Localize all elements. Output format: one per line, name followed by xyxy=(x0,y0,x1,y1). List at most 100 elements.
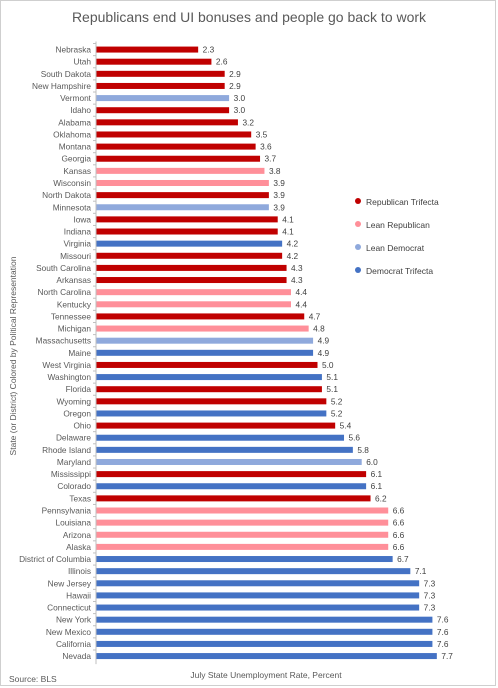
value-label-texas: 6.2 xyxy=(375,493,387,503)
category-label-tennessee: Tennessee xyxy=(51,311,92,321)
bar-texas xyxy=(96,495,371,502)
category-label-oregon: Oregon xyxy=(63,408,91,418)
category-label-alabama: Alabama xyxy=(58,117,91,127)
category-label-indiana: Indiana xyxy=(64,227,92,237)
value-label-massachusetts: 4.9 xyxy=(318,336,330,346)
value-label-vermont: 3.0 xyxy=(234,93,246,103)
category-label-missouri: Missouri xyxy=(60,251,91,261)
bar-alabama xyxy=(96,119,238,126)
bar-massachusetts xyxy=(96,337,314,344)
category-label-colorado: Colorado xyxy=(57,481,91,491)
bar-illinois xyxy=(96,568,411,575)
category-label-massachusetts: Massachusetts xyxy=(36,336,91,346)
category-label-california: California xyxy=(56,639,91,649)
bar-west-virginia xyxy=(96,361,318,368)
bar-colorado xyxy=(96,483,367,490)
category-label-nevada: Nevada xyxy=(62,651,91,661)
legend-label-republican-trifecta: Republican Trifecta xyxy=(366,197,439,207)
bar-oregon xyxy=(96,410,327,417)
category-label-michigan: Michigan xyxy=(58,324,92,334)
value-label-alabama: 3.2 xyxy=(242,117,254,127)
bar-kansas xyxy=(96,167,265,174)
bar-mississippi xyxy=(96,471,367,478)
value-label-michigan: 4.8 xyxy=(313,324,325,334)
bar-tennessee xyxy=(96,313,305,320)
category-label-georgia: Georgia xyxy=(61,154,91,164)
category-label-new-hampshire: New Hampshire xyxy=(32,81,91,91)
category-label-north-carolina: North Carolina xyxy=(38,287,92,297)
value-label-missouri: 4.2 xyxy=(287,251,299,261)
value-label-hawaii: 7.3 xyxy=(424,590,436,600)
category-label-new-jersey: New Jersey xyxy=(48,578,92,588)
bar-arizona xyxy=(96,531,389,538)
bar-south-dakota xyxy=(96,70,225,77)
category-label-iowa: Iowa xyxy=(73,214,91,224)
value-label-new-york: 7.6 xyxy=(437,615,449,625)
bar-pennsylvania xyxy=(96,507,389,514)
category-label-oklahoma: Oklahoma xyxy=(53,129,91,139)
category-label-utah: Utah xyxy=(73,57,91,67)
value-label-district-of-columbia: 6.7 xyxy=(397,554,409,564)
category-label-kentucky: Kentucky xyxy=(57,299,92,309)
value-label-south-dakota: 2.9 xyxy=(229,69,241,79)
bar-florida xyxy=(96,386,322,393)
legend-swatch-lean-republican xyxy=(355,221,361,227)
category-label-maryland: Maryland xyxy=(57,457,92,467)
value-label-montana: 3.6 xyxy=(260,142,272,152)
value-label-south-carolina: 4.3 xyxy=(291,263,303,273)
source-note: Source: BLS xyxy=(9,674,57,684)
category-label-illinois: Illinois xyxy=(68,566,91,576)
category-label-mississippi: Mississippi xyxy=(51,469,91,479)
category-label-district-of-columbia: District of Columbia xyxy=(19,554,91,564)
bar-vermont xyxy=(96,95,230,102)
bar-maryland xyxy=(96,458,362,465)
legend-label-democrat-trifecta: Democrat Trifecta xyxy=(366,266,434,276)
bar-nebraska xyxy=(96,46,199,53)
value-label-kentucky: 4.4 xyxy=(295,299,307,309)
value-label-louisiana: 6.6 xyxy=(393,518,405,528)
bar-georgia xyxy=(96,155,261,162)
value-label-utah: 2.6 xyxy=(216,57,228,67)
legend-swatch-lean-democrat xyxy=(355,244,361,250)
x-axis-label: July State Unemployment Rate, Percent xyxy=(190,670,342,680)
category-label-minnesota: Minnesota xyxy=(53,202,92,212)
value-label-maryland: 6.0 xyxy=(366,457,378,467)
category-label-idaho: Idaho xyxy=(70,105,91,115)
value-label-illinois: 7.1 xyxy=(415,566,427,576)
legend-swatch-republican-trifecta xyxy=(355,198,361,204)
bar-rhode-island xyxy=(96,446,353,453)
value-label-nebraska: 2.3 xyxy=(203,45,215,55)
category-label-wisconsin: Wisconsin xyxy=(53,178,91,188)
value-label-north-dakota: 3.9 xyxy=(273,190,285,200)
value-label-new-jersey: 7.3 xyxy=(424,578,436,588)
category-label-connecticut: Connecticut xyxy=(47,603,92,613)
value-label-nevada: 7.7 xyxy=(441,651,453,661)
value-label-oklahoma: 3.5 xyxy=(256,129,268,139)
bar-district-of-columbia xyxy=(96,556,393,563)
value-label-wyoming: 5.2 xyxy=(331,396,343,406)
value-label-pennsylvania: 6.6 xyxy=(393,506,405,516)
category-label-alaska: Alaska xyxy=(66,542,91,552)
bar-iowa xyxy=(96,216,278,223)
category-label-nebraska: Nebraska xyxy=(55,45,91,55)
category-label-arizona: Arizona xyxy=(63,530,92,540)
bar-california xyxy=(96,640,433,647)
bar-washington xyxy=(96,374,322,381)
category-label-maine: Maine xyxy=(68,348,91,358)
bar-new-hampshire xyxy=(96,82,225,89)
value-label-washington: 5.1 xyxy=(326,372,338,382)
category-label-vermont: Vermont xyxy=(60,93,92,103)
bar-michigan xyxy=(96,325,309,332)
value-label-idaho: 3.0 xyxy=(234,105,246,115)
value-label-indiana: 4.1 xyxy=(282,227,294,237)
bar-hawaii xyxy=(96,592,420,599)
value-label-rhode-island: 5.8 xyxy=(357,445,369,455)
value-label-west-virginia: 5.0 xyxy=(322,360,334,370)
bar-missouri xyxy=(96,252,283,259)
bar-new-york xyxy=(96,616,433,623)
value-label-ohio: 5.4 xyxy=(340,421,352,431)
bar-minnesota xyxy=(96,204,269,211)
bar-north-carolina xyxy=(96,289,291,296)
